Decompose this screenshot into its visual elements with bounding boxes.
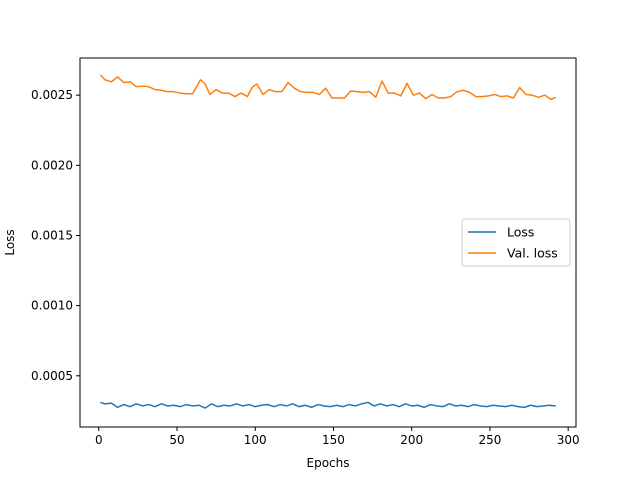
y-tick-label: 0.0015 <box>31 228 73 242</box>
x-tick-label: 0 <box>95 433 103 447</box>
series-lines <box>99 74 556 409</box>
y-tick-label: 0.0020 <box>31 158 73 172</box>
series-line-1 <box>99 74 556 101</box>
y-tick-label: 0.0025 <box>31 88 73 102</box>
legend-label: Loss <box>507 225 534 240</box>
x-tick-label: 300 <box>557 433 580 447</box>
legend-label: Val. loss <box>507 246 558 261</box>
x-axis-label: Epochs <box>307 456 350 470</box>
x-tick-label: 250 <box>478 433 501 447</box>
x-tick-label: 50 <box>169 433 184 447</box>
axes-frame <box>79 57 577 428</box>
y-axis-label: Loss <box>3 229 17 255</box>
plot-area <box>79 57 577 428</box>
x-tick-label: 150 <box>322 433 345 447</box>
legend-box <box>461 218 571 267</box>
series-line-0 <box>100 401 556 409</box>
axis-ticks: 0 50 100 150 200 250 300 0.0005 0.0010 0.0015 0.00… <box>31 88 580 447</box>
x-tick-label: 200 <box>400 433 423 447</box>
y-tick-label: 0.0010 <box>31 299 73 313</box>
legend: Loss Val. loss <box>461 218 571 267</box>
y-tick-label: 0.0005 <box>31 369 73 383</box>
x-tick-label: 100 <box>244 433 267 447</box>
